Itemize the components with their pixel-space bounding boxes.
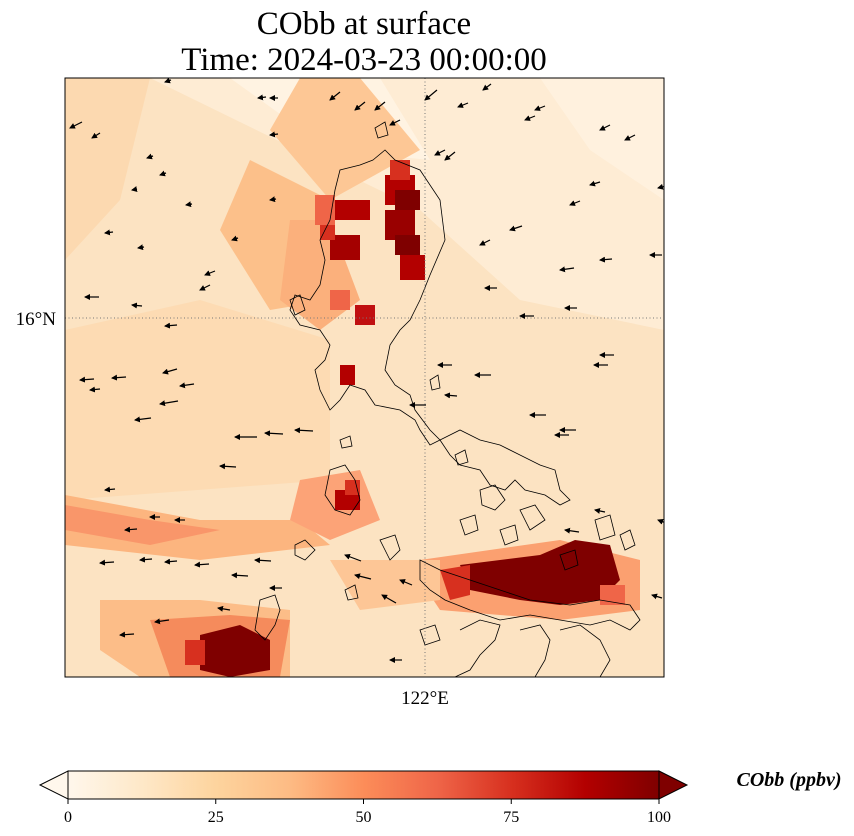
map-frame — [64, 77, 665, 678]
lat-label: 16°N — [16, 309, 57, 330]
wind-arrow — [569, 200, 581, 206]
colorbar-tick-50: 50 — [356, 809, 372, 826]
wind-arrow — [164, 558, 178, 565]
colorbar-extend-low — [38, 770, 69, 800]
colorbar-tick-0: 0 — [64, 809, 72, 826]
title-line-2: Time: 2024-03-23 00:00:00 — [181, 42, 546, 78]
colorbar-tick-100: 100 — [647, 809, 671, 826]
wind-arrow — [164, 78, 172, 84]
wind-arrow — [146, 153, 154, 160]
wind-arrow — [479, 239, 491, 246]
map-panel — [65, 78, 664, 677]
wind-arrow — [344, 553, 362, 562]
wind-arrow — [482, 83, 492, 91]
wind-arrow — [424, 89, 438, 101]
wind-arrow — [254, 557, 272, 564]
wind-arrow — [231, 572, 249, 579]
wind-arrow — [79, 376, 95, 383]
wind-arrow — [69, 121, 83, 129]
wind-arrow — [119, 631, 135, 638]
wind-arrow — [594, 508, 606, 514]
wind-arrow — [589, 180, 601, 187]
wind-arrow — [457, 102, 469, 108]
wind-arrow — [194, 561, 210, 568]
wind-arrow — [257, 94, 267, 101]
wind-arrow — [104, 486, 116, 493]
wind-arrow — [179, 382, 195, 389]
hotspot-southwest — [185, 625, 270, 677]
wind-arrow — [217, 605, 231, 612]
wind-arrow — [509, 225, 523, 232]
wind-arrow — [657, 518, 664, 525]
wind-arrow — [444, 151, 456, 161]
wind-arrow — [231, 235, 239, 242]
wind-arrow — [264, 430, 284, 437]
colorbar: 0 25 50 75 100 CObb (ppbv) — [38, 769, 842, 826]
wind-arrow — [524, 115, 536, 121]
wind-arrow — [599, 256, 613, 263]
colorbar-tick-75: 75 — [503, 809, 519, 826]
title-line-1: CObb at surface — [257, 6, 471, 42]
colorbar-extend-high — [658, 770, 689, 800]
wind-arrow — [269, 131, 279, 138]
wind-arrow — [534, 105, 546, 111]
wind-arrow — [89, 386, 101, 393]
colorbar-tick-25: 25 — [208, 809, 224, 826]
wind-arrow — [219, 463, 237, 470]
wind-arrow — [124, 526, 138, 533]
wind-arrow — [199, 284, 211, 291]
wind-arrow — [159, 170, 167, 177]
wind-arrow — [399, 579, 413, 586]
wind-arrow — [104, 229, 114, 236]
wind-arrow — [434, 149, 446, 156]
wind-arrow — [564, 527, 580, 534]
wind-arrow — [389, 119, 401, 126]
wind-arrow — [139, 556, 153, 563]
wind-arrow — [159, 400, 179, 407]
wind-arrow — [99, 559, 115, 566]
wind-arrow — [354, 101, 366, 111]
wind-arrow — [381, 594, 397, 604]
wind-arrow — [444, 392, 458, 399]
coastline — [254, 121, 641, 677]
wind-arrow — [131, 302, 143, 309]
wind-arrow — [185, 201, 193, 208]
wind-arrow — [134, 416, 152, 423]
colorbar-gradient — [68, 771, 659, 799]
wind-arrow — [137, 244, 145, 251]
hotspot-north — [315, 160, 425, 385]
wind-arrow — [164, 322, 178, 329]
wind-arrow — [131, 186, 138, 192]
wind-arrow — [111, 374, 127, 381]
wind-arrow — [559, 266, 575, 273]
wind-arrow — [354, 573, 372, 580]
wind-arrow — [91, 132, 101, 139]
wind-arrow — [329, 91, 341, 101]
lon-label: 122°E — [401, 688, 449, 709]
wind-arrow — [657, 183, 664, 190]
concentration-field — [65, 78, 664, 677]
hotspot-southeast — [440, 540, 625, 605]
wind-arrow — [624, 134, 636, 141]
wind-arrow — [651, 593, 663, 600]
wind-arrow — [204, 270, 216, 276]
wind-vectors — [69, 78, 664, 663]
wind-arrow — [294, 427, 314, 434]
wind-arrow — [599, 124, 611, 131]
wind-arrow — [154, 618, 170, 625]
wind-arrow — [374, 101, 386, 111]
colorbar-label: CObb (ppbv) — [737, 769, 842, 791]
wind-arrow — [162, 368, 178, 375]
wind-arrow — [269, 196, 277, 203]
